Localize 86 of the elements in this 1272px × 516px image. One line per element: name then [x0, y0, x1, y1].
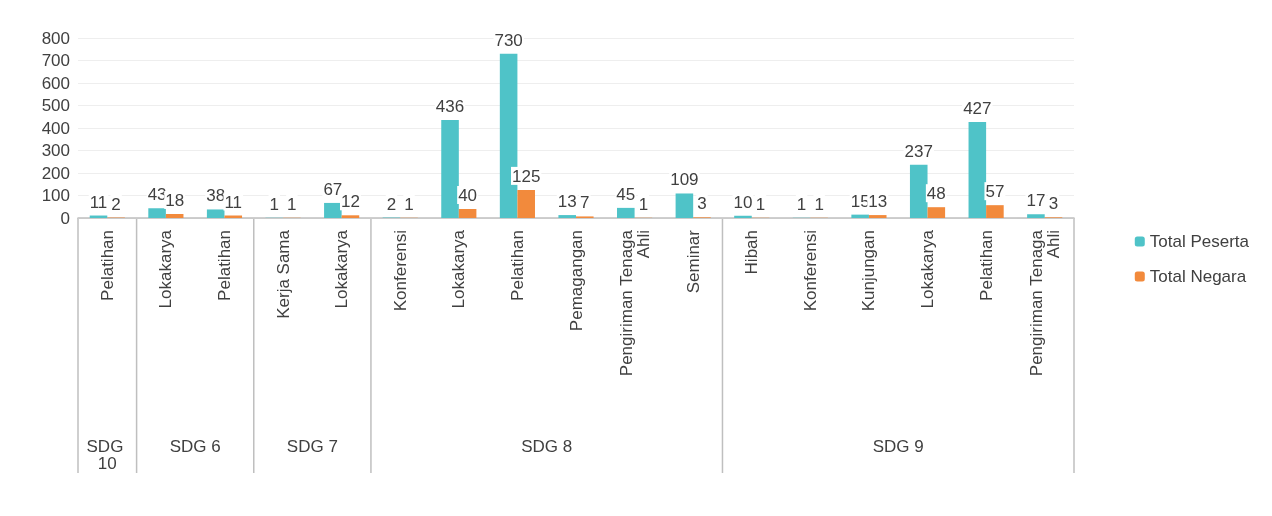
data-label: 67	[323, 179, 343, 199]
bar	[165, 213, 184, 218]
x-tick-label: Kunjungan	[859, 230, 879, 312]
y-tick-label: 800	[41, 28, 70, 48]
bar	[441, 119, 459, 218]
bar	[324, 202, 342, 218]
y-tick-label: 300	[41, 141, 70, 160]
x-tick-label: Lokakarya	[332, 229, 352, 309]
data-label: 1	[287, 194, 297, 214]
x-tick-label: Hibah	[742, 230, 762, 275]
x-tick-label: Pelatihan	[214, 230, 234, 301]
legend-label: Total Negara	[1149, 267, 1247, 286]
data-label: 427	[963, 98, 992, 118]
y-tick-label: 400	[41, 118, 70, 138]
data-label: 48	[926, 184, 946, 204]
text: SDG 7	[286, 437, 338, 456]
bar	[617, 207, 635, 218]
x-tick-label: Kerja Sama	[273, 229, 293, 319]
y-tick-label: 200	[41, 163, 70, 183]
x-tick-label: Pemagangan	[566, 230, 586, 332]
data-label: 1	[814, 194, 824, 214]
data-label: 1	[638, 194, 649, 214]
y-tick-label: 700	[41, 51, 70, 70]
data-label: 11	[224, 192, 243, 212]
data-label: 1	[796, 194, 807, 214]
bar	[675, 193, 694, 218]
x-tick-label: Pelatihan	[507, 230, 527, 301]
text: SDG 6	[169, 437, 221, 456]
bar	[148, 208, 166, 218]
data-label: 7	[580, 193, 590, 213]
bar	[909, 164, 928, 218]
data-label: 15	[850, 191, 870, 211]
x-tick-label: Pelatihan	[97, 230, 117, 301]
bar	[927, 207, 946, 218]
x-tick-label: Pelatihan	[976, 230, 996, 301]
data-label: 2	[111, 194, 121, 214]
y-tick-label: 600	[41, 73, 70, 93]
bar	[851, 214, 869, 218]
data-label: 436	[435, 96, 465, 116]
bar	[558, 215, 576, 218]
data-label: 18	[165, 190, 185, 210]
y-tick-label: 500	[41, 96, 70, 115]
data-label: 11	[89, 192, 108, 212]
data-label: 43	[147, 185, 167, 205]
text: SDG 8	[521, 437, 573, 456]
x-tick-label: Seminar	[683, 229, 703, 294]
data-label: 38	[206, 186, 226, 206]
data-label: 13	[557, 192, 577, 212]
data-label: 1	[404, 194, 414, 214]
bar	[341, 215, 360, 218]
bar	[458, 209, 477, 218]
data-label: 125	[512, 166, 541, 186]
bar	[206, 209, 225, 218]
data-label: 730	[494, 30, 523, 50]
data-label: 12	[340, 192, 360, 212]
x-tick-label: Konferensi	[390, 230, 410, 312]
data-label: 237	[904, 141, 933, 161]
bar	[868, 215, 887, 218]
text: SDG 10	[86, 437, 129, 473]
x-tick-label: Konferensi	[800, 230, 820, 312]
data-label: 109	[670, 170, 699, 190]
x-tick-label: Lokakarya	[918, 229, 938, 309]
text: SDG 9	[872, 437, 924, 456]
data-label: 1	[269, 194, 279, 214]
legend-label: Total Peserta	[1149, 232, 1250, 251]
data-label: 17	[1026, 191, 1046, 211]
data-label: 10	[733, 192, 753, 212]
data-label: 45	[616, 184, 636, 204]
data-label: 57	[985, 182, 1005, 202]
data-label: 3	[697, 194, 707, 214]
data-label: 13	[868, 192, 888, 212]
data-label: 3	[1048, 194, 1059, 214]
bar	[968, 121, 987, 218]
y-tick-label: 0	[60, 208, 70, 228]
data-label: 2	[386, 194, 397, 214]
data-label: 40	[458, 186, 478, 205]
bar	[1027, 214, 1045, 218]
bar	[517, 189, 535, 218]
bar	[986, 205, 1004, 218]
bar	[734, 215, 752, 218]
x-tick-label: Lokakarya	[156, 229, 176, 309]
x-tick-label: Pengiriman Tenaga Ahli	[616, 229, 653, 377]
x-tick-label: Pengiriman Tenaga Ahli	[1026, 229, 1063, 377]
y-tick-label: 100	[41, 186, 70, 205]
x-tick-label: Lokakarya	[449, 229, 469, 309]
data-label: 1	[755, 194, 766, 214]
